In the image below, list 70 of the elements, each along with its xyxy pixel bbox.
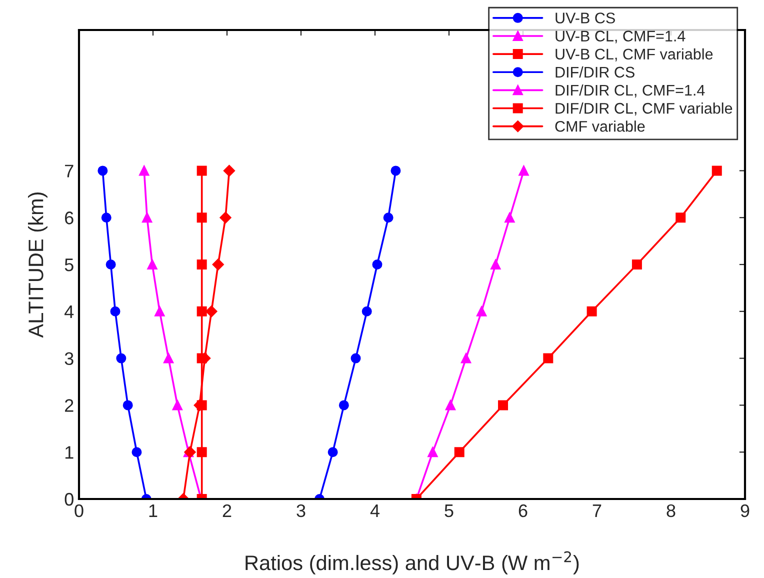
point — [445, 400, 456, 410]
point — [101, 212, 112, 223]
point — [164, 353, 174, 364]
x-axis-title: Ratios (dim.less) and UV-B (W m$^{−2}$) — [246, 551, 579, 574]
x-tick-label: 7 — [592, 504, 602, 517]
point — [390, 166, 401, 176]
point — [196, 447, 207, 458]
point — [498, 400, 508, 410]
y-tick-label: 3 — [64, 352, 74, 366]
point — [490, 260, 501, 270]
y-axis-title: ALTITUDE (km) — [28, 192, 48, 338]
point — [212, 258, 224, 270]
y-tick-label: 2 — [65, 399, 74, 412]
y-tick-label: 5 — [64, 258, 74, 272]
x-tick-label: 1 — [149, 504, 158, 517]
point — [632, 260, 642, 270]
point — [461, 353, 472, 364]
x-tick-label: 8 — [666, 504, 676, 518]
legend-label: CMF variable — [555, 120, 645, 132]
point — [383, 212, 394, 223]
point — [98, 166, 108, 176]
point — [132, 447, 142, 458]
legend-label: DIF/DIR CL, CMF variable — [556, 102, 732, 116]
point — [122, 400, 133, 410]
y-tick-label: 0 — [64, 492, 74, 506]
legend-label: DIF/DIR CS — [556, 66, 634, 78]
legend-label: UV-B CS — [556, 12, 615, 24]
point — [372, 260, 382, 270]
y-tick-label: 7 — [65, 164, 74, 178]
point — [476, 306, 487, 316]
y-tick-label: 4 — [64, 306, 74, 318]
x-tick-label: 3 — [296, 504, 306, 518]
point — [454, 447, 464, 458]
point — [196, 166, 207, 176]
y-tick-label: 1 — [65, 446, 74, 459]
point — [106, 260, 116, 270]
x-tick-label: 0 — [74, 504, 84, 518]
point — [139, 166, 150, 176]
point — [196, 260, 207, 270]
point — [328, 447, 338, 458]
point — [147, 260, 158, 270]
point — [206, 306, 218, 318]
point — [586, 306, 597, 316]
x-tick-label: 2 — [222, 504, 232, 517]
point — [712, 166, 722, 176]
point — [142, 212, 152, 223]
point — [428, 447, 438, 458]
point — [676, 212, 686, 223]
point — [518, 166, 529, 176]
y-tick-label: 6 — [65, 212, 74, 224]
x-tick-label: 9 — [740, 504, 750, 518]
point — [338, 400, 349, 410]
point — [196, 212, 207, 223]
x-tick-label: 4 — [370, 504, 380, 517]
x-tick-label: 6 — [518, 504, 528, 518]
legend-label: UV-B CL, CMF=1.4 — [556, 30, 686, 44]
point — [350, 353, 361, 364]
point — [543, 353, 554, 364]
x-tick-label: 5 — [444, 504, 454, 518]
point — [110, 306, 120, 316]
point — [172, 400, 182, 410]
legend-label: UV-B CL, CMF variable — [556, 48, 713, 62]
point — [154, 306, 165, 316]
point — [116, 353, 126, 364]
legend-label: DIF/DIR CL, CMF=1.4 — [556, 84, 705, 98]
point — [362, 306, 372, 316]
point — [223, 164, 235, 176]
point — [220, 212, 232, 224]
point — [196, 306, 207, 316]
point — [504, 212, 515, 223]
